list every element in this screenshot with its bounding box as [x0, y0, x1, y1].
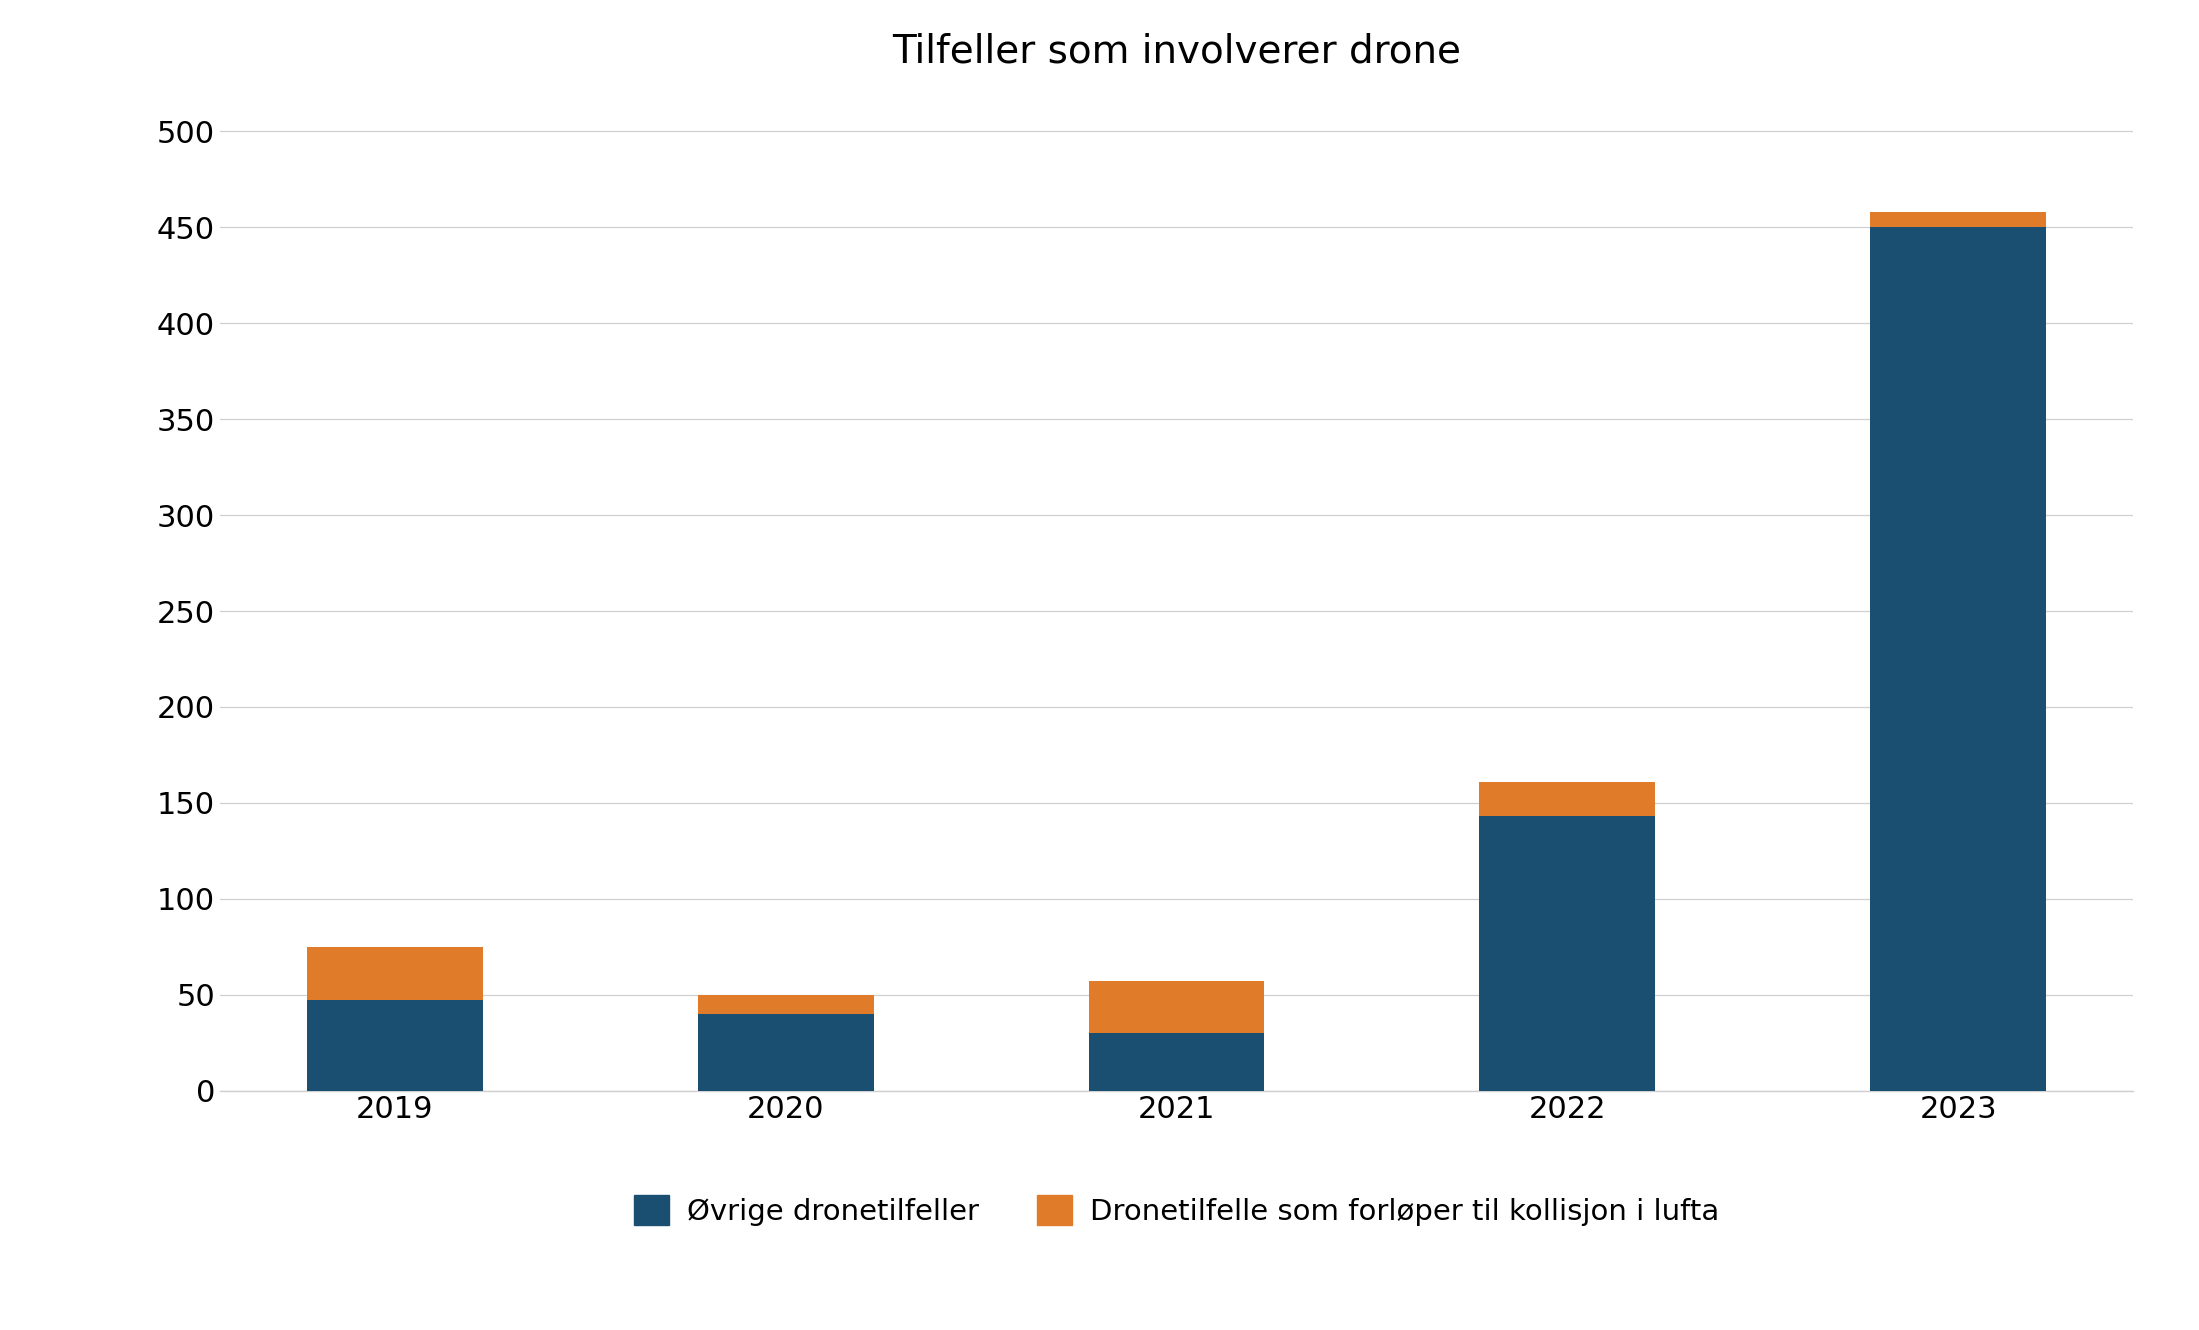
Bar [1089, 1033, 1264, 1091]
Bar [1089, 982, 1264, 1033]
Bar [308, 1000, 484, 1091]
Bar [1869, 211, 2045, 227]
Bar [1480, 817, 1656, 1091]
Bar [308, 947, 484, 1000]
Bar [1869, 227, 2045, 1091]
Bar [697, 1013, 873, 1091]
Bar [1480, 782, 1656, 817]
Title: Tilfeller som involverer drone: Tilfeller som involverer drone [893, 32, 1460, 70]
Legend: Øvrige dronetilfeller, Dronetilfelle som forløper til kollisjon i lufta: Øvrige dronetilfeller, Dronetilfelle som… [633, 1194, 1720, 1226]
Bar [697, 995, 873, 1013]
